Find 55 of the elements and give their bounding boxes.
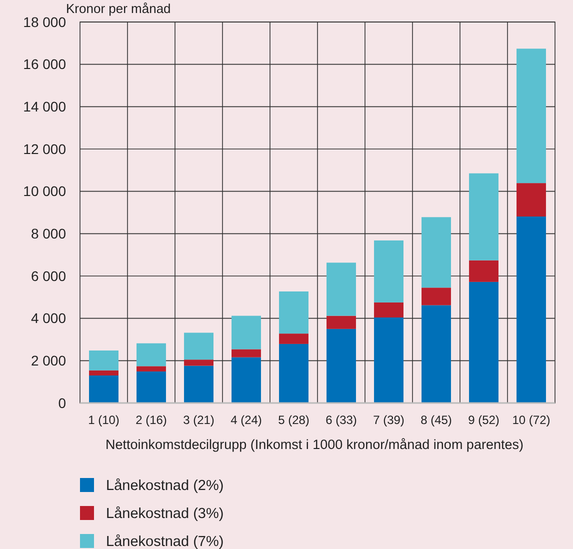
bar xyxy=(469,282,498,403)
bar xyxy=(469,260,498,282)
bar xyxy=(136,366,166,372)
bar xyxy=(89,370,118,376)
bar xyxy=(184,332,214,360)
bar xyxy=(374,317,404,403)
bar xyxy=(516,183,546,217)
x-tick-label: 10 (72) xyxy=(512,413,550,427)
bar xyxy=(89,350,118,370)
bar xyxy=(422,305,451,403)
y-axis-title: Kronor per månad xyxy=(66,1,171,16)
bar xyxy=(279,344,308,403)
y-tick-label: 0 xyxy=(58,394,66,411)
legend-label: Lånekostnad (3%) xyxy=(106,506,224,522)
bar xyxy=(516,216,546,403)
bar xyxy=(184,360,214,366)
bar xyxy=(136,343,166,366)
bar xyxy=(232,349,261,358)
bar xyxy=(469,173,498,260)
bar xyxy=(232,357,261,403)
y-tick-label: 6 000 xyxy=(30,268,66,284)
y-tick-label: 14 000 xyxy=(23,98,66,115)
bar xyxy=(374,240,404,302)
x-tick-label: 6 (33) xyxy=(326,413,357,427)
bar xyxy=(516,48,546,184)
x-tick-label: 1 (10) xyxy=(88,413,120,427)
y-tick-label: 10 000 xyxy=(23,183,66,200)
x-tick-label: 3 (21) xyxy=(183,413,214,427)
bar xyxy=(279,291,308,334)
bar xyxy=(89,375,118,403)
y-tick-label: 12 000 xyxy=(23,140,66,157)
bar xyxy=(279,334,308,344)
y-tick-label: 4 000 xyxy=(30,310,66,326)
bar xyxy=(184,366,214,403)
bar xyxy=(374,302,404,318)
bar xyxy=(326,316,356,329)
x-tick-label: 7 (39) xyxy=(373,413,404,427)
y-tick-label: 8 000 xyxy=(30,226,66,242)
bar xyxy=(232,316,261,350)
bar xyxy=(136,371,166,403)
bar xyxy=(422,288,451,306)
x-tick-label: 8 (45) xyxy=(420,413,452,427)
x-tick-label: 9 (52) xyxy=(468,413,500,427)
y-tick-label: 2 000 xyxy=(30,352,66,369)
x-tick-label: 4 (24) xyxy=(230,413,262,427)
bar xyxy=(326,328,356,403)
bar xyxy=(326,262,356,316)
legend-label: Lånekostnad (7%) xyxy=(106,534,224,549)
y-tick-label: 18 000 xyxy=(23,14,66,30)
x-tick-label: 5 (28) xyxy=(278,413,310,427)
x-tick-label: 2 (16) xyxy=(136,413,167,427)
legend-label: Lånekostnad (2%) xyxy=(106,478,224,494)
bar xyxy=(422,217,451,288)
x-axis-title: Nettoinkomstdecilgrupp (Inkomst i 1000 kronor/månad inom parentes) xyxy=(106,437,524,452)
y-tick-label: 16 000 xyxy=(23,56,66,72)
